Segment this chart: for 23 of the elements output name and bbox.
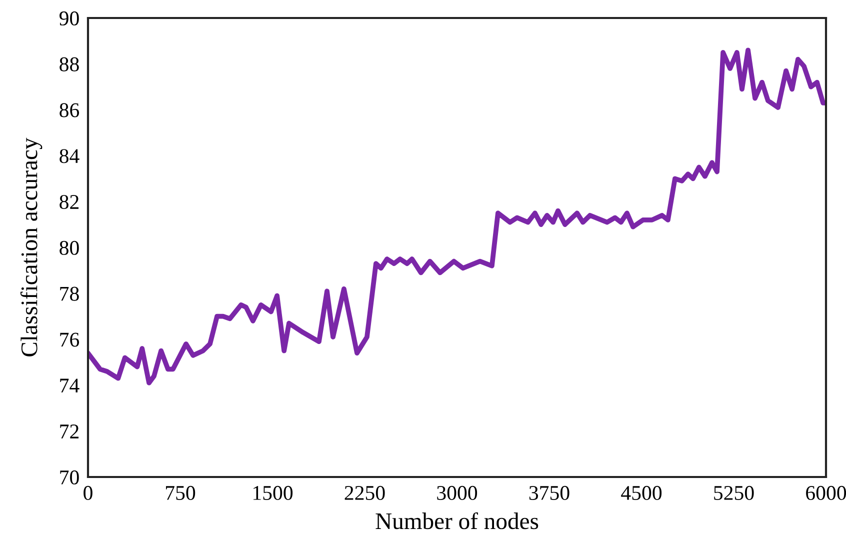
x-tick-label: 5250 [714, 486, 754, 500]
x-tick-label: 4500 [621, 486, 662, 500]
x-tick-label: 3000 [437, 486, 478, 500]
x-tick-label: 6000 [806, 486, 846, 500]
x-tick-label: 2250 [344, 486, 385, 500]
y-tick-label: 84 [60, 149, 80, 164]
y-tick-label: 86 [60, 103, 80, 118]
y-tick-label: 76 [60, 332, 80, 347]
line-series [88, 48, 826, 386]
y-tick-label: 70 [60, 470, 79, 484]
x-axis-title: Number of nodes [376, 512, 538, 530]
x-tick-label: 3750 [529, 486, 570, 500]
x-tick-label: 0 [84, 486, 92, 500]
y-tick-label: 72 [60, 424, 79, 438]
y-axis-title: Classification accuracy [20, 138, 42, 356]
y-tick-label: 74 [60, 378, 80, 392]
y-tick-label: 78 [60, 286, 79, 301]
y-tick-label: 88 [60, 57, 79, 72]
y-tick-label: 80 [60, 240, 79, 255]
x-tick-label: 1500 [254, 486, 293, 500]
y-tick-label: 82 [60, 194, 79, 210]
x-tick-label: 750 [166, 486, 196, 500]
y-tick-label: 90 [60, 11, 79, 26]
